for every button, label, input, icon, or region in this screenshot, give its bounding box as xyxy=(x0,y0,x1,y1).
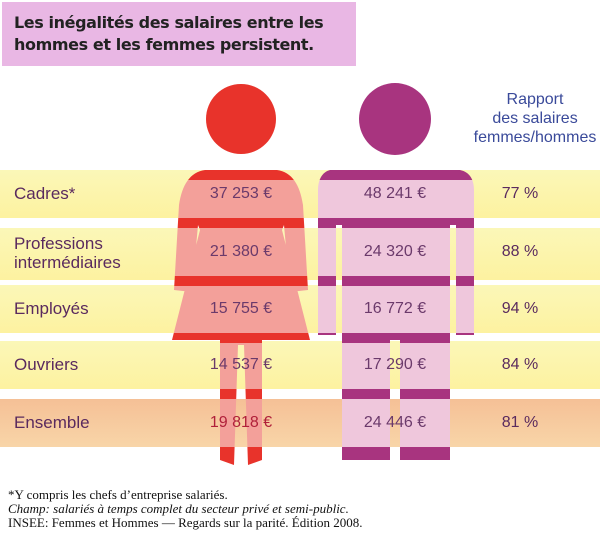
ratio-header: Rapport des salaires femmes/hommes xyxy=(470,90,600,147)
women-salary-ensemble: 19 818 € xyxy=(209,414,273,431)
men-salary-ensemble: 24 446 € xyxy=(363,414,427,431)
men-salary-professions: 24 320 € xyxy=(363,243,427,260)
ratio-ensemble: 81 % xyxy=(501,414,539,431)
ratio-professions: 88 % xyxy=(501,243,539,260)
ratio-header-line-1: Rapport xyxy=(506,91,564,108)
ratio-cadres: 77 % xyxy=(501,185,539,202)
row-label-employes: Employés xyxy=(14,299,89,318)
men-salary-ouvriers: 17 290 € xyxy=(363,356,427,373)
footnote-source: INSEE: Femmes et Hommes — Regards sur la… xyxy=(8,515,363,530)
footnote-asterisk: *Y compris les chefs d’entreprise salari… xyxy=(8,487,228,502)
ratio-employes: 94 % xyxy=(501,300,539,317)
row-label-ensemble: Ensemble xyxy=(14,413,90,432)
title-box: Les inégalités des salaires entre les ho… xyxy=(2,2,356,66)
band-ouvriers xyxy=(0,341,600,389)
women-salary-professions: 21 380 € xyxy=(209,243,273,260)
man-head xyxy=(359,83,431,155)
women-salary-ouvriers: 14 537 € xyxy=(209,356,273,373)
band-ensemble xyxy=(0,399,600,447)
woman-body xyxy=(172,170,310,465)
men-salary-employes: 16 772 € xyxy=(363,300,427,317)
ratio-header-line-2: des salaires xyxy=(492,110,578,127)
ratio-header-line-3: femmes/hommes xyxy=(473,129,597,146)
chart-title: Les inégalités des salaires entre les ho… xyxy=(14,13,324,54)
men-salary-cadres: 48 241 € xyxy=(363,185,427,202)
man-body xyxy=(318,170,474,460)
woman-figure xyxy=(172,84,310,465)
woman-head xyxy=(206,84,276,154)
footnote-champ: Champ: salariés à temps complet du secte… xyxy=(8,501,349,516)
women-salary-employes: 15 755 € xyxy=(209,300,273,317)
ratio-ouvriers: 84 % xyxy=(501,356,539,373)
row-label-professions: Professions intermédiaires xyxy=(14,234,121,272)
row-label-cadres: Cadres* xyxy=(14,184,76,203)
row-label-ouvriers: Ouvriers xyxy=(14,355,79,374)
man-figure xyxy=(318,83,474,460)
women-salary-cadres: 37 253 € xyxy=(209,185,273,202)
